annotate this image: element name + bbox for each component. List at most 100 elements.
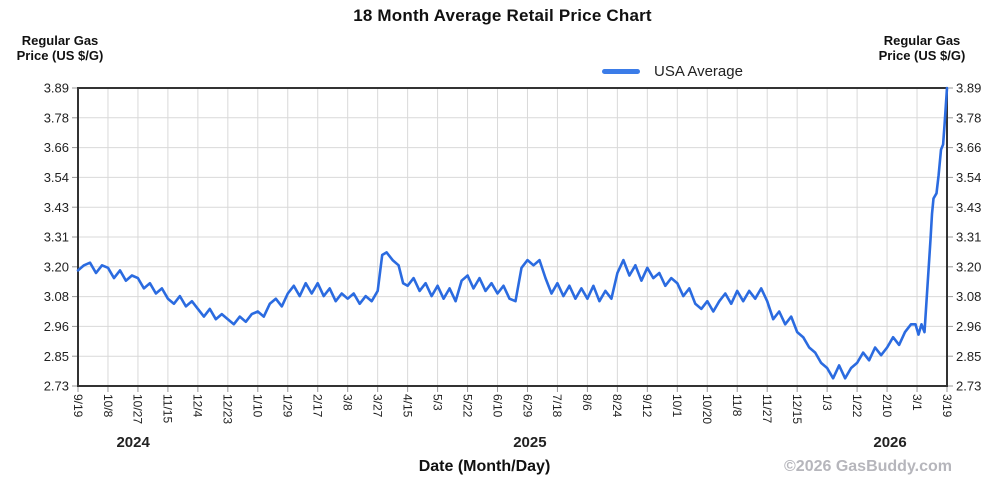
- x-tick-label-group: 5/22: [460, 394, 474, 418]
- x-tick-label: 9/19: [71, 394, 85, 418]
- y-axis-title-left-line2: Price (US $/G): [16, 48, 104, 63]
- x-tick-label-group: 3/1: [910, 394, 924, 411]
- x-tick-label-group: 2/10: [880, 394, 894, 418]
- x-tick-label-group: 8/24: [610, 394, 624, 418]
- x-tick-label-group: 3/27: [370, 394, 384, 418]
- y-tick-label-left: 3.08: [44, 289, 69, 304]
- x-tick-label-group: 6/29: [520, 394, 534, 418]
- x-tick-label: 3/8: [340, 394, 354, 411]
- x-tick-label: 11/8: [730, 394, 744, 417]
- x-tick-label: 3/19: [940, 394, 954, 418]
- x-tick-label: 3/1: [910, 394, 924, 411]
- year-label: 2024: [116, 434, 150, 451]
- x-tick-label: 2/10: [880, 394, 894, 418]
- y-tick-label-left: 3.20: [44, 259, 69, 274]
- x-tick-label: 4/15: [400, 394, 414, 418]
- x-tick-label: 10/1: [670, 394, 684, 418]
- y-tick-label-right: 3.31: [956, 230, 981, 245]
- y-axis-title-right-line2: Price (US $/G): [878, 48, 966, 63]
- y-tick-label-left: 2.73: [44, 379, 69, 394]
- x-tick-label-group: 7/18: [550, 394, 564, 418]
- y-axis-title-left-line1: Regular Gas: [21, 33, 99, 48]
- y-tick-label-left: 3.66: [44, 140, 69, 155]
- x-tick-label: 12/15: [790, 394, 804, 424]
- x-tick-label-group: 12/23: [221, 394, 235, 424]
- year-label: 2026: [873, 434, 906, 451]
- x-tick-label: 10/20: [700, 394, 714, 424]
- y-tick-label-left: 3.54: [44, 170, 69, 185]
- x-tick-label: 1/29: [281, 394, 295, 418]
- x-tick-label-group: 10/8: [101, 394, 115, 418]
- x-tick-label: 6/29: [520, 394, 534, 418]
- y-tick-label-right: 3.89: [956, 81, 981, 96]
- y-tick-label-left: 3.31: [44, 230, 69, 245]
- x-tick-label-group: 12/4: [191, 394, 205, 418]
- x-tick-label-group: 6/10: [490, 394, 504, 418]
- price-line: [76, 86, 949, 380]
- x-tick-label: 6/10: [490, 394, 504, 418]
- y-tick-label-right: 3.20: [956, 259, 981, 274]
- x-tick-label-group: 1/10: [251, 394, 265, 418]
- y-tick-label-right: 3.43: [956, 200, 981, 215]
- x-tick-label: 2/17: [311, 394, 325, 418]
- page-title: 18 Month Average Retail Price Chart: [353, 6, 652, 25]
- x-tick-label-group: 10/27: [131, 394, 145, 424]
- y-tick-label-left: 3.43: [44, 200, 69, 215]
- y-tick-label-left: 2.96: [44, 319, 69, 334]
- x-tick-label: 5/22: [460, 394, 474, 418]
- legend: USA Average: [602, 62, 743, 80]
- x-tick-label-group: 2/17: [311, 394, 325, 418]
- y-axis-title-left: Regular Gas Price (US $/G): [4, 33, 116, 63]
- legend-line-swatch-icon: [602, 68, 640, 74]
- x-tick-label-group: 9/19: [71, 394, 85, 418]
- x-tick-label-group: 3/8: [340, 394, 354, 411]
- y-axis-title-right: Regular Gas Price (US $/G): [860, 33, 984, 63]
- x-tick-label-group: 1/3: [820, 394, 834, 411]
- x-tick-label-group: 3/19: [940, 394, 954, 418]
- x-tick-label: 8/24: [610, 394, 624, 418]
- x-tick-label: 10/8: [101, 394, 115, 418]
- x-tick-label: 1/22: [850, 394, 864, 418]
- year-label: 2025: [513, 434, 546, 451]
- y-tick-label-right: 2.73: [956, 379, 981, 394]
- x-tick-label: 9/12: [640, 394, 654, 418]
- x-axis-title: Date (Month/Day): [418, 458, 551, 475]
- x-tick-label: 8/6: [580, 394, 594, 411]
- x-tick-label-group: 11/8: [730, 394, 744, 417]
- plot-frame: [77, 87, 948, 387]
- x-tick-label: 10/27: [131, 394, 145, 424]
- x-tick-label: 5/3: [430, 394, 444, 411]
- x-tick-label: 12/4: [191, 394, 205, 418]
- y-tick-label-left: 2.85: [44, 349, 69, 364]
- y-tick-label-left: 3.89: [44, 81, 69, 96]
- copyright-watermark: ©2026 GasBuddy.com: [784, 458, 952, 475]
- y-tick-label-left: 3.78: [44, 110, 69, 125]
- x-tick-label-group: 4/15: [400, 394, 414, 418]
- y-tick-label-right: 2.96: [956, 319, 981, 334]
- x-tick-label-group: 10/20: [700, 394, 714, 424]
- y-tick-label-right: 3.66: [956, 140, 981, 155]
- x-tick-label-group: 1/29: [281, 394, 295, 418]
- x-tick-label: 1/3: [820, 394, 834, 411]
- y-tick-label-right: 3.54: [956, 170, 981, 185]
- x-tick-label: 1/10: [251, 394, 265, 418]
- y-tick-label-right: 3.08: [956, 289, 981, 304]
- x-tick-label: 11/15: [161, 394, 175, 423]
- y-tick-label-right: 3.78: [956, 110, 981, 125]
- x-tick-label-group: 11/27: [760, 394, 774, 423]
- x-tick-label: 12/23: [221, 394, 235, 424]
- x-tick-label-group: 8/6: [580, 394, 594, 411]
- x-tick-label-group: 9/12: [640, 394, 654, 418]
- y-axis-title-right-line1: Regular Gas: [883, 33, 961, 48]
- x-tick-label: 11/27: [760, 394, 774, 423]
- x-tick-label-group: 5/3: [430, 394, 444, 411]
- x-tick-label-group: 11/15: [161, 394, 175, 423]
- x-tick-label-group: 1/22: [850, 394, 864, 418]
- x-tick-label: 7/18: [550, 394, 564, 418]
- x-tick-label: 3/27: [370, 394, 384, 418]
- legend-label: USA Average: [654, 62, 743, 80]
- x-tick-label-group: 10/1: [670, 394, 684, 418]
- y-tick-label-right: 2.85: [956, 349, 981, 364]
